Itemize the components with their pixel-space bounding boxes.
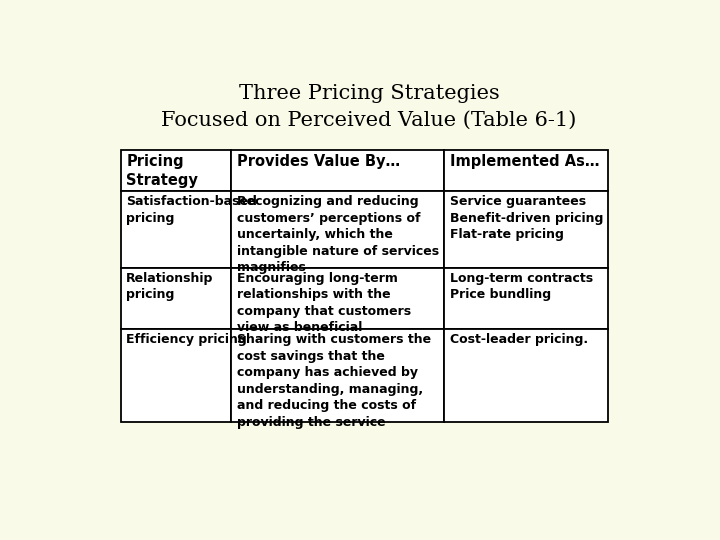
Text: Recognizing and reducing
customers’ perceptions of
uncertainly, which the
intang: Recognizing and reducing customers’ perc… xyxy=(237,195,438,274)
Bar xyxy=(231,150,444,191)
Bar xyxy=(231,191,444,268)
Text: Pricing
Strategy: Pricing Strategy xyxy=(126,154,198,188)
Text: Focused on Perceived Value (Table 6-1): Focused on Perceived Value (Table 6-1) xyxy=(161,111,577,130)
Text: Long-term contracts
Price bundling: Long-term contracts Price bundling xyxy=(450,272,593,301)
Text: Satisfaction-based
pricing: Satisfaction-based pricing xyxy=(126,195,257,225)
Bar xyxy=(444,268,608,329)
Text: Provides Value By…: Provides Value By… xyxy=(237,154,400,169)
Text: Implemented As…: Implemented As… xyxy=(450,154,599,169)
Text: Efficiency pricing: Efficiency pricing xyxy=(126,333,247,346)
Bar xyxy=(444,329,608,422)
Bar xyxy=(231,268,444,329)
Text: Sharing with customers the
cost savings that the
company has achieved by
underst: Sharing with customers the cost savings … xyxy=(237,333,431,429)
Text: Relationship
pricing: Relationship pricing xyxy=(126,272,214,301)
Bar xyxy=(121,329,231,422)
Text: Three Pricing Strategies: Three Pricing Strategies xyxy=(238,84,500,103)
Bar xyxy=(231,329,444,422)
Text: Service guarantees
Benefit-driven pricing
Flat-rate pricing: Service guarantees Benefit-driven pricin… xyxy=(450,195,603,241)
Text: Encouraging long-term
relationships with the
company that customers
view as bene: Encouraging long-term relationships with… xyxy=(237,272,411,334)
Bar xyxy=(444,191,608,268)
Bar xyxy=(121,268,231,329)
Bar xyxy=(121,191,231,268)
Bar xyxy=(121,150,231,191)
Text: Cost-leader pricing.: Cost-leader pricing. xyxy=(450,333,588,346)
Bar xyxy=(444,150,608,191)
